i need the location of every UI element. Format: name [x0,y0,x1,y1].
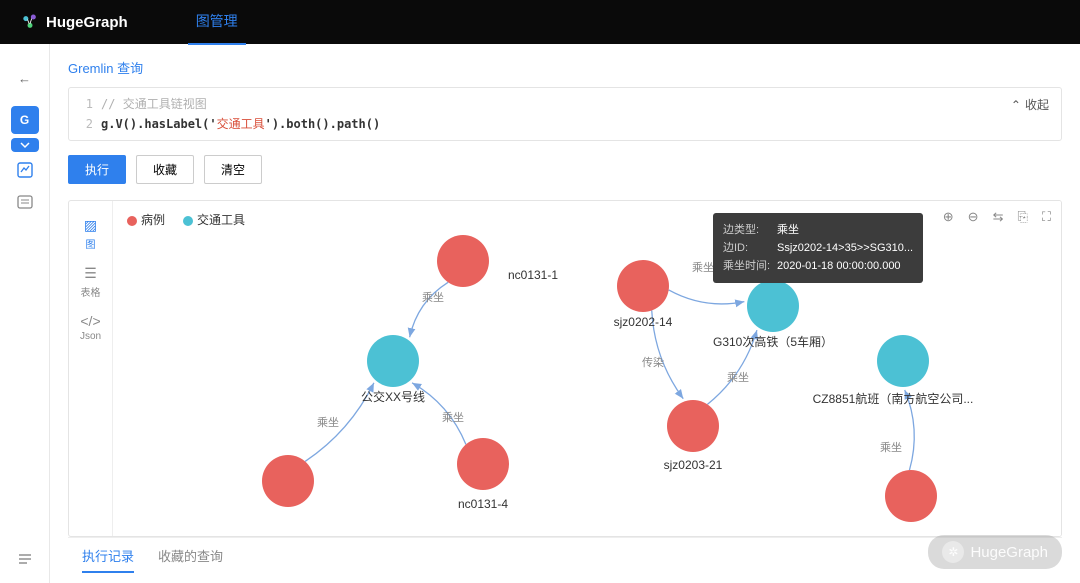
graph-node[interactable] [885,470,937,522]
edge-label: 乘坐 [317,416,339,429]
node-label: sjz0202-14 [614,315,673,329]
wechat-icon: ✲ [942,541,964,563]
sidebar-item-g[interactable]: G [11,106,39,134]
legend-dot-vehicle [183,216,193,226]
chevron-down-icon[interactable] [11,138,39,152]
zoom-out-icon[interactable]: ⊖ [968,209,979,225]
edge-label: 乘坐 [422,291,444,304]
edge-label: 乘坐 [692,261,714,274]
sidebar-item-list[interactable] [11,188,39,216]
sidebar: ← G [0,44,50,583]
code-editor[interactable]: 1 // 交通工具链视图 2 g.V().hasLabel('交通工具').bo… [68,87,1062,141]
run-button[interactable]: 执行 [68,155,126,184]
graph-node[interactable]: sjz0202-14 [614,260,673,329]
graph-node[interactable]: G310次高铁（5车厢） [713,280,833,349]
graph-node[interactable] [262,455,314,507]
view-tab-graph[interactable]: ▨图 [73,211,109,257]
zoom-in-icon[interactable]: ⊕ [943,209,954,225]
line-number: 2 [79,114,93,134]
graph-node[interactable]: nc0131-4 [457,438,509,511]
code-comment: // 交通工具链视图 [101,94,207,114]
favorite-button[interactable]: 收藏 [136,155,194,184]
tab-saved[interactable]: 收藏的查询 [158,546,223,573]
edge-label: 乘坐 [442,411,464,424]
edge-label: 传染 [642,355,664,369]
graph-edge[interactable] [410,282,448,337]
edge-label: 乘坐 [880,441,902,454]
logo-icon [20,12,40,32]
node-label: CZ8851航班（南方航空公司... [813,391,974,406]
legend-dot-case [127,216,137,226]
graph-node[interactable]: nc0131-1 [437,235,558,287]
edge-label: 乘坐 [727,371,749,384]
download-icon[interactable]: ⎘ [1017,209,1027,225]
brand-logo[interactable]: HugeGraph [20,12,128,32]
top-tab-graph-mgmt[interactable]: 图管理 [188,0,246,45]
graph-canvas[interactable]: 病例 交通工具 ⊕ ⊖ ⇆ ⎘ ⛶ 乘坐乘坐乘坐乘坐传染乘坐乘坐 nc0131-… [113,201,1061,536]
legend-label-vehicle: 交通工具 [197,213,245,227]
fullscreen-icon[interactable]: ⛶ [1042,209,1051,225]
node-label: sjz0203-21 [664,458,723,472]
app-header: HugeGraph 图管理 [0,0,1080,44]
clear-button[interactable]: 清空 [204,155,262,184]
tab-history[interactable]: 执行记录 [82,546,134,573]
line-number: 1 [79,94,93,114]
legend: 病例 交通工具 [127,211,245,228]
brand-name: HugeGraph [46,14,128,31]
node-label: 公交XX号线 [361,389,425,404]
view-mode-tabs: ▨图 ☰表格 </>Json [69,201,113,536]
bottom-tabs: 执行记录 收藏的查询 [68,537,1062,573]
view-tab-table[interactable]: ☰表格 [73,259,109,305]
node-label: G310次高铁（5车厢） [713,334,833,349]
back-icon[interactable]: ← [11,64,39,92]
legend-label-case: 病例 [141,213,165,227]
graph-edge[interactable] [669,290,745,304]
graph-toolbar: ⊕ ⊖ ⇆ ⎘ ⛶ [943,209,1051,225]
graph-node[interactable]: 公交XX号线 [361,335,425,404]
result-panel: ▨图 ☰表格 </>Json 病例 交通工具 ⊕ ⊖ ⇆ ⎘ ⛶ [68,200,1062,537]
collapse-button[interactable]: ⌃收起 [1011,96,1049,113]
graph-node[interactable]: sjz0203-21 [664,400,723,472]
code-text: g.V().hasLabel('交通工具').both().path() [101,114,380,134]
breadcrumb[interactable]: Gremlin 查询 [68,54,1062,87]
center-icon[interactable]: ⇆ [993,209,1004,225]
watermark: ✲ HugeGraph [928,535,1062,569]
node-label: nc0131-1 [508,268,558,282]
sidebar-collapse-icon[interactable] [11,545,39,573]
edge-tooltip: 边类型:乘坐边ID:Ssjz0202-14>35>>SG310...乘坐时间:2… [713,213,923,283]
sidebar-item-query[interactable] [11,156,39,184]
graph-node[interactable]: CZ8851航班（南方航空公司... [813,335,974,406]
view-tab-json[interactable]: </>Json [73,307,109,348]
node-label: nc0131-4 [458,497,508,511]
